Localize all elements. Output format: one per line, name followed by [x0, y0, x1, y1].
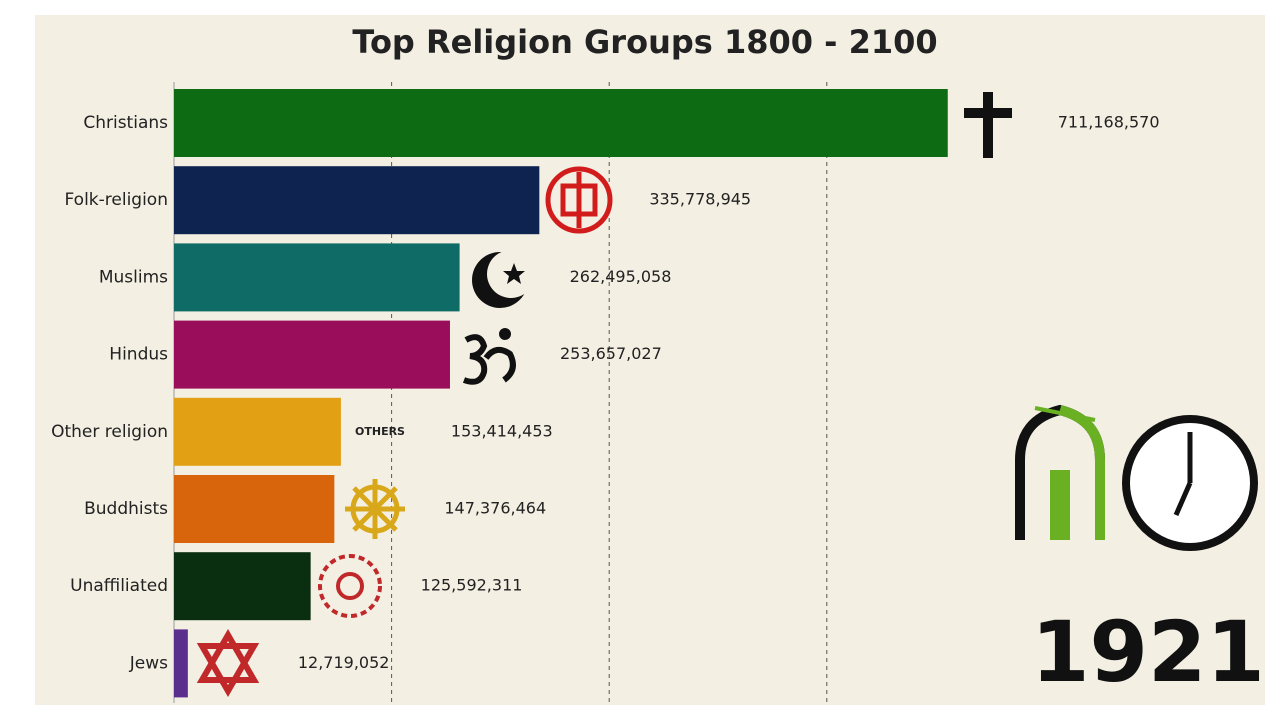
category-label: Unaffiliated [70, 576, 168, 596]
icon-om [462, 328, 516, 385]
icon-clock [1122, 415, 1258, 551]
bar [174, 166, 540, 235]
value-label: 153,414,453 [451, 421, 553, 440]
value-label: 711,168,570 [1058, 113, 1160, 132]
icon-cross [964, 92, 1012, 158]
value-label: 147,376,464 [444, 499, 546, 518]
value-label: 125,592,311 [421, 576, 523, 595]
category-label: Christians [83, 113, 168, 133]
category-label: Hindus [109, 345, 168, 365]
value-label: 12,719,052 [298, 653, 390, 672]
bar [174, 629, 188, 698]
category-label: Other religion [51, 422, 168, 442]
icon-logo [1015, 404, 1105, 540]
category-label: Folk-religion [65, 190, 169, 210]
bar [174, 320, 450, 389]
bar [174, 552, 311, 621]
icon-label: OTHERS [355, 425, 405, 438]
chart-title: Top Religion Groups 1800 - 2100 [352, 23, 937, 61]
bar [174, 243, 460, 312]
icon-dharma-wheel [345, 479, 405, 539]
icon-folk [545, 166, 613, 234]
bar [174, 89, 948, 157]
value-label: 253,657,027 [560, 344, 662, 363]
category-label: Jews [129, 653, 168, 673]
bars: Christians 711,168,570 Folk-religion 335,77… [51, 89, 1160, 698]
year-label: 1921 [1031, 603, 1265, 701]
category-label: Buddhists [84, 499, 168, 519]
value-label: 335,778,945 [649, 190, 751, 209]
icon-crescent [472, 250, 535, 308]
icon-star-of-david [196, 629, 260, 697]
bar [174, 397, 341, 466]
value-label: 262,495,058 [570, 267, 672, 286]
category-label: Muslims [99, 267, 168, 287]
icon-unaffiliated [318, 554, 382, 618]
bar [174, 475, 335, 543]
